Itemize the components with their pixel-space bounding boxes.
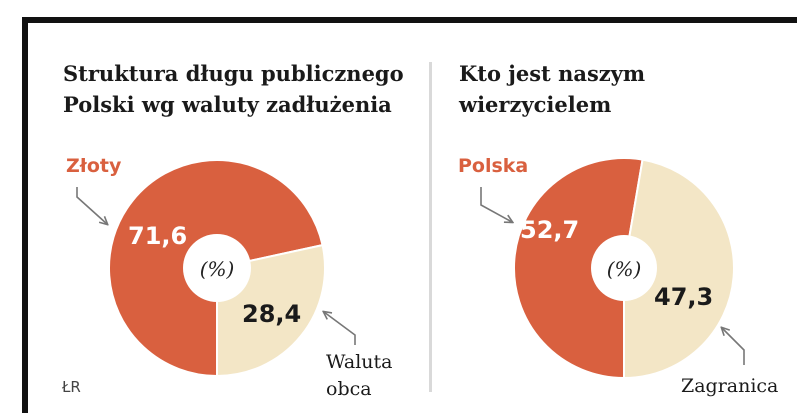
donut-chart-currency: (%) 71,6 28,4 Złoty Waluta obca (66, 155, 392, 400)
frame-left-bar (22, 17, 28, 413)
chart-title-creditor-line-1: Kto jest naszym (459, 61, 646, 86)
donut-hole (183, 234, 251, 302)
category-label-zloty: Złoty (66, 155, 122, 177)
value-label-zagranica: 47,3 (654, 283, 713, 311)
chart-title-creditor: Kto jest naszym wierzycielem (459, 58, 645, 120)
callout-arrow-foreign-currency (324, 312, 356, 345)
category-label-polska: Polska (458, 155, 528, 177)
center-unit-label: (%) (607, 257, 642, 281)
chart-title-currency: Struktura długu publicznego Polski wg wa… (63, 58, 404, 120)
panel-divider (429, 62, 432, 392)
slice-zagranica (623, 158, 735, 380)
value-label-zloty: 71,6 (128, 222, 187, 250)
center-unit-label: (%) (200, 257, 235, 281)
value-label-foreign-currency: 28,4 (242, 300, 301, 328)
slice-polska (512, 157, 644, 380)
category-label-zagranica: Zagranica (681, 375, 778, 397)
category-label-foreign-currency-line-1: Waluta (326, 351, 392, 373)
callout-arrow-zloty (76, 187, 107, 224)
source-credit: ŁR (62, 378, 81, 396)
chart-title-creditor-line-2: wierzycielem (459, 92, 612, 117)
donut-hole (591, 235, 657, 301)
chart-title-currency-line-2: Polski wg waluty zadłużenia (63, 92, 392, 117)
donut-chart-creditor: (%) 52,7 47,3 Polska Zagranica (458, 155, 778, 397)
callout-arrow-polska (480, 187, 512, 222)
value-label-polska: 52,7 (520, 216, 579, 244)
callout-arrow-zagranica (722, 328, 745, 365)
frame-top-bar (22, 17, 797, 23)
category-label-foreign-currency-line-2: obca (326, 378, 372, 400)
chart-title-currency-line-1: Struktura długu publicznego (63, 61, 404, 86)
